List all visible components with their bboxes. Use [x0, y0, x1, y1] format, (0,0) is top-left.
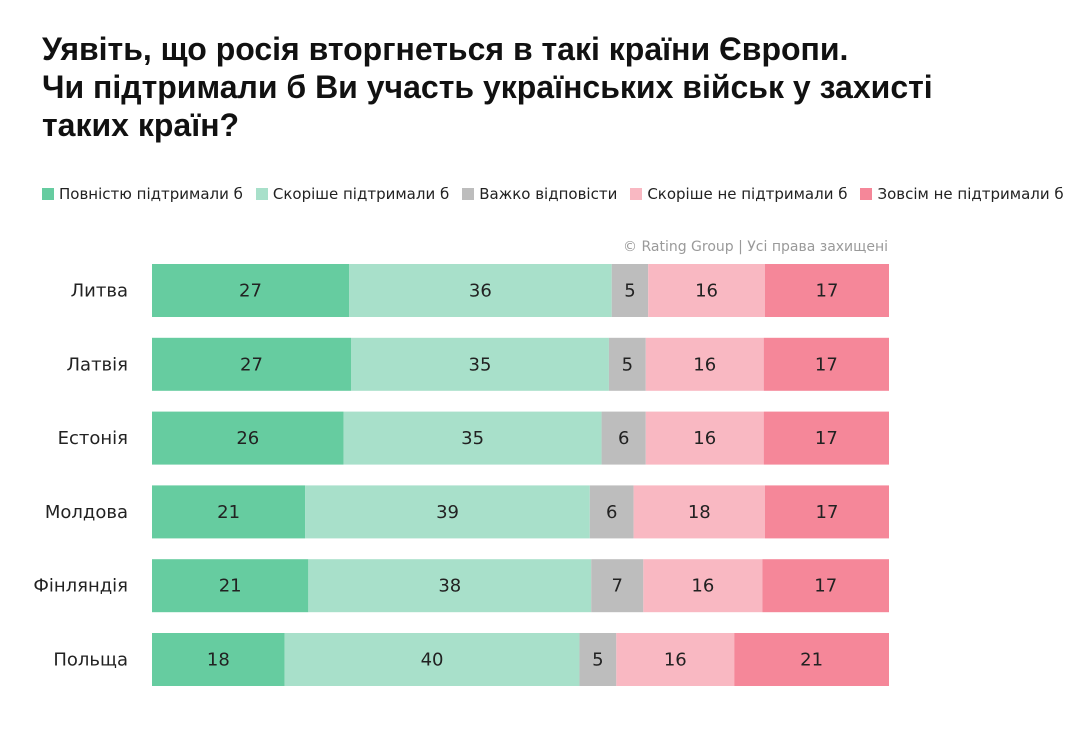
bar-segment — [763, 337, 889, 391]
legend-label: Повністю підтримали б — [59, 185, 243, 203]
bar-segment — [152, 633, 285, 686]
copyright-credit: © Rating Group | Усі права захищені — [623, 239, 888, 255]
data-label: 26 — [236, 428, 259, 449]
data-label: 17 — [815, 354, 838, 375]
legend-swatch — [860, 188, 873, 200]
bar-row: Литва 27 36 5 16 17 — [71, 264, 889, 317]
bar-segment — [643, 559, 763, 613]
bar-segment — [764, 485, 889, 539]
legend-swatch — [42, 188, 54, 200]
data-label: 35 — [469, 354, 492, 375]
bar-segment — [763, 411, 889, 465]
bar-segment — [645, 337, 764, 391]
bar-segment — [764, 264, 889, 317]
bar-segment — [762, 559, 889, 613]
bar-row: Латвія 27 35 5 16 17 — [67, 337, 889, 391]
data-label: 16 — [664, 650, 687, 671]
legend-label: Скоріше підтримали б — [272, 185, 450, 203]
bar-segment — [601, 411, 646, 465]
legend-item: Важко відповісти — [462, 185, 617, 203]
bar-segment — [589, 485, 634, 539]
bar-row: Естонія 26 35 6 16 17 — [58, 411, 889, 465]
legend-swatch — [630, 188, 643, 200]
legend-item: Скоріше не підтримали б — [630, 185, 847, 203]
bar-segment — [152, 411, 344, 465]
data-label: 16 — [691, 576, 714, 597]
legend-item: Зовсім не підтримали б — [860, 185, 1064, 203]
bar-segment — [349, 264, 612, 317]
category-label: Латвія — [67, 354, 129, 375]
legend-item: Скоріше підтримали б — [255, 185, 450, 203]
chart-title: Уявіть, що росія вторгнеться в такі краї… — [42, 30, 1042, 144]
bar-segment — [648, 264, 765, 317]
data-label: 17 — [814, 576, 837, 597]
data-label: 7 — [612, 576, 623, 597]
data-label: 17 — [816, 502, 839, 523]
bar-segment — [152, 559, 309, 613]
bar-segment — [616, 633, 735, 686]
data-label: 18 — [207, 650, 230, 671]
bar-segment — [579, 633, 617, 686]
data-label: 39 — [436, 502, 459, 523]
chart-title-line-3: таких країн? — [42, 107, 240, 143]
data-label: 16 — [693, 354, 716, 375]
data-label: 6 — [606, 502, 617, 523]
data-label: 16 — [695, 281, 718, 302]
category-label: Польща — [53, 650, 128, 671]
bar-segment — [152, 485, 306, 539]
data-label: 5 — [624, 281, 635, 302]
category-label: Фінляндія — [33, 576, 128, 597]
legend-item: Повністю підтримали б — [42, 185, 243, 203]
data-label: 40 — [421, 650, 444, 671]
bar-segment — [608, 337, 646, 391]
bar-segment — [350, 337, 609, 391]
bar-segment — [152, 337, 351, 391]
data-label: 17 — [815, 428, 838, 449]
legend-swatch — [255, 188, 268, 200]
data-label: 17 — [816, 281, 839, 302]
data-label: 21 — [219, 576, 242, 597]
data-label: 21 — [800, 650, 823, 671]
bar-row: Молдова 21 39 6 18 17 — [45, 485, 889, 539]
bar-row: Польща 18 40 5 16 21 — [53, 633, 889, 686]
data-label: 5 — [592, 650, 603, 671]
data-label: 5 — [622, 354, 633, 375]
bar-segment — [734, 633, 889, 686]
data-label: 16 — [693, 428, 716, 449]
bar-segment — [308, 559, 592, 613]
data-label: 18 — [688, 502, 711, 523]
bar-row: Фінляндія 21 38 7 16 17 — [33, 559, 889, 613]
bar-segment — [591, 559, 644, 613]
data-label: 6 — [618, 428, 629, 449]
category-label: Естонія — [58, 428, 128, 449]
bar-segment — [343, 411, 602, 465]
bar-segment — [305, 485, 590, 539]
category-label: Литва — [71, 281, 128, 302]
chart-legend: Повністю підтримали б Скоріше підтримали … — [42, 183, 1072, 205]
bar-segment — [284, 633, 580, 686]
bar-segment — [633, 485, 765, 539]
legend-label: Скоріше не підтримали б — [647, 185, 848, 203]
legend-swatch — [462, 188, 475, 200]
data-label: 35 — [461, 428, 484, 449]
chart-title-line-2: Чи підтримали б Ви участь українських ві… — [42, 69, 933, 105]
data-label: 27 — [239, 281, 262, 302]
data-label: 27 — [240, 354, 263, 375]
bar-segment — [152, 264, 350, 317]
category-label: Молдова — [45, 502, 128, 523]
data-label: 38 — [438, 576, 461, 597]
legend-label: Важко відповісти — [479, 185, 618, 203]
chart-title-line-1: Уявіть, що росія вторгнеться в такі краї… — [42, 31, 849, 67]
data-label: 21 — [217, 502, 240, 523]
legend-label: Зовсім не підтримали б — [877, 185, 1064, 203]
bar-segment — [611, 264, 649, 317]
data-label: 36 — [469, 281, 492, 302]
bar-segment — [645, 411, 764, 465]
